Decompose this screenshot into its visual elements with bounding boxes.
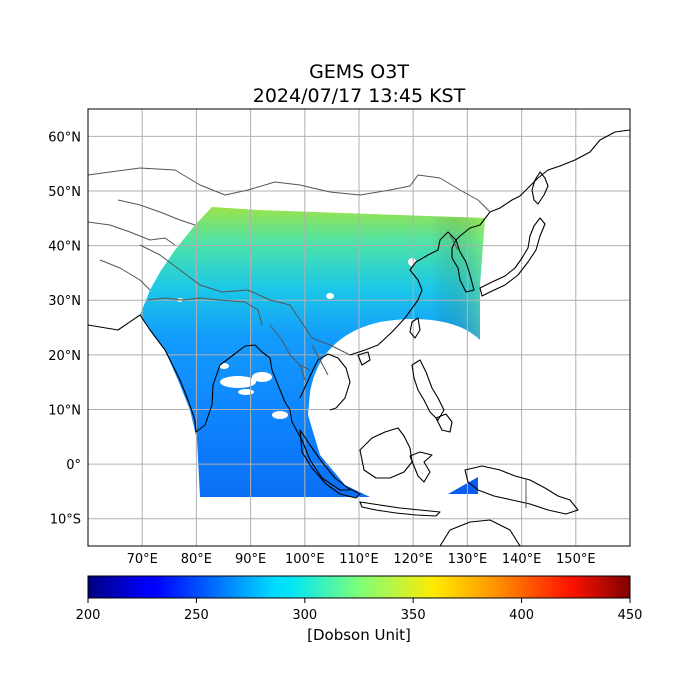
lon-tick-label: 110°E	[339, 552, 379, 567]
border-india	[147, 297, 263, 326]
colorbar-tick-label: 350	[401, 608, 426, 623]
colorbar-tick-label: 400	[509, 608, 534, 623]
coastline-korea	[451, 239, 475, 293]
lon-tick-label: 100°E	[285, 552, 325, 567]
border-central-asia	[88, 199, 196, 291]
lon-tick-label: 130°E	[448, 552, 488, 567]
coastline-philippines	[411, 359, 453, 433]
map-gridlines	[88, 109, 630, 546]
coastline-new-guinea	[464, 465, 579, 515]
lat-tick-label: 30°N	[48, 294, 81, 309]
border-indochina	[269, 324, 329, 381]
border-korea-peninsula	[449, 234, 459, 251]
country-borders	[88, 167, 527, 508]
colorbar-tick-label: 300	[292, 608, 317, 623]
lon-tick-label: 80°E	[181, 552, 212, 567]
lon-tick-label: 140°E	[502, 552, 542, 567]
map-frame	[87, 108, 631, 547]
coastline-borneo	[359, 427, 413, 479]
lat-tick-label: 40°N	[48, 240, 81, 255]
lat-tick-label: 0°	[66, 458, 81, 473]
figure-title-line2: 2024/07/17 13:45 KST	[253, 85, 466, 107]
coastline-australia-north	[439, 519, 521, 546]
colorbar-tick-label: 200	[76, 608, 101, 623]
colorbar-tick-label: 450	[618, 608, 643, 623]
border-china-south	[139, 244, 351, 356]
colorbar-ticks: 200 250 300 350 400 450	[76, 598, 643, 623]
coastline-sulawesi	[409, 451, 433, 483]
lat-tick-label: 10°N	[48, 403, 81, 418]
ozone-swath-fragment	[448, 477, 478, 494]
coastlines	[88, 129, 630, 546]
lat-tick-label: 60°N	[48, 130, 81, 145]
colorbar-label: [Dobson Unit]	[307, 626, 411, 644]
latitude-labels: 60°N 50°N 40°N 30°N 20°N 10°N 0° 10°S	[48, 130, 81, 527]
lat-tick-label: 10°S	[50, 513, 81, 528]
lat-tick-label: 50°N	[48, 185, 81, 200]
coastline-japan	[479, 171, 549, 297]
coastline-hainan	[357, 351, 371, 366]
lon-tick-label: 90°E	[235, 552, 266, 567]
coastline-taiwan	[409, 317, 421, 339]
colorbar	[87, 575, 631, 599]
map-area	[88, 109, 630, 546]
longitude-labels: 70°E 80°E 90°E 100°E 110°E 120°E 130°E 140°E 150…	[127, 552, 596, 567]
cloud-mask-gaps	[177, 258, 416, 419]
lon-tick-label: 120°E	[393, 552, 433, 567]
colorbar-tick-label: 250	[184, 608, 209, 623]
border-china-north	[88, 167, 491, 213]
figure-title-line1: GEMS O3T	[309, 61, 409, 83]
lon-tick-label: 70°E	[127, 552, 158, 567]
lat-tick-label: 20°N	[48, 349, 81, 364]
lon-tick-label: 150°E	[556, 552, 596, 567]
coastline-mainland	[88, 129, 630, 491]
coastline-sumatra-java	[299, 429, 441, 517]
ozone-swath-east-highlight	[212, 207, 485, 340]
